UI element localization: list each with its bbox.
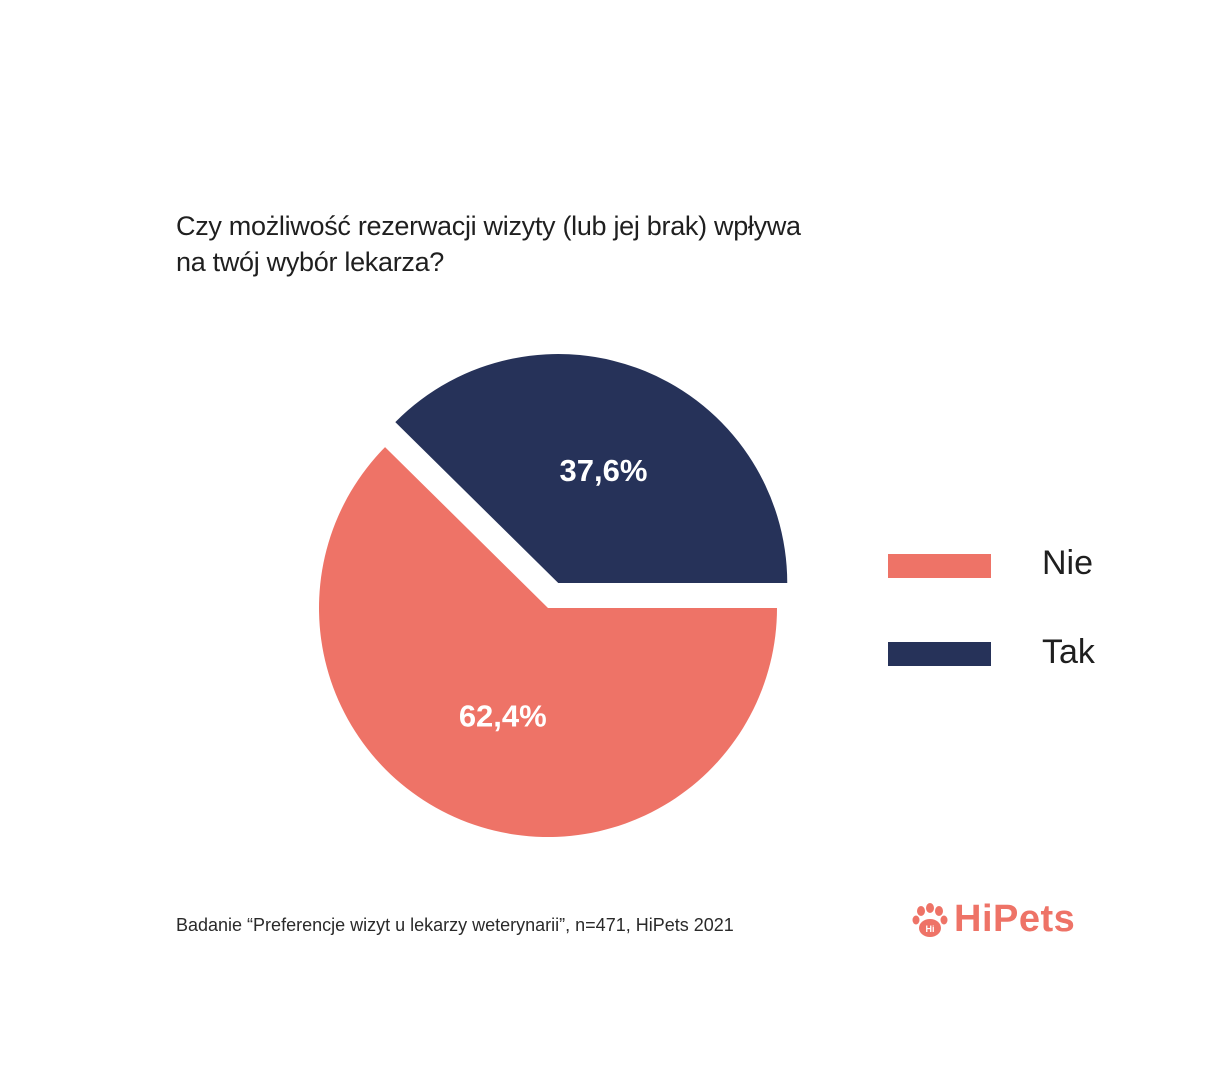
paw-icon: Hi <box>912 903 948 937</box>
pie-slice-tak <box>395 354 788 584</box>
chart-title: Czy możliwość rezerwacji wizyty (lub jej… <box>176 208 876 280</box>
chart-title-line-1: Czy możliwość rezerwacji wizyty (lub jej… <box>176 211 801 241</box>
paw-icon-text: Hi <box>926 924 935 934</box>
legend-item-tak: Tak <box>888 630 1138 680</box>
pie-slice-nie <box>319 447 777 837</box>
legend-label-tak: Tak <box>1042 633 1095 671</box>
brand-logo: Hi HiPets <box>912 898 1092 944</box>
source-note: Badanie “Preferencje wizyt u lekarzy wet… <box>176 915 734 935</box>
pie-label-tak: 37,6% <box>560 453 648 488</box>
chart-title-line-2: na twój wybór lekarza? <box>176 247 445 277</box>
pie-label-nie: 62,4% <box>459 698 547 733</box>
legend-swatch-tak <box>888 642 991 666</box>
legend-swatch-nie <box>888 554 991 578</box>
legend-item-nie: Nie <box>888 540 1138 590</box>
legend-label-nie: Nie <box>1042 544 1094 582</box>
brand-name: HiPets <box>954 898 1076 940</box>
